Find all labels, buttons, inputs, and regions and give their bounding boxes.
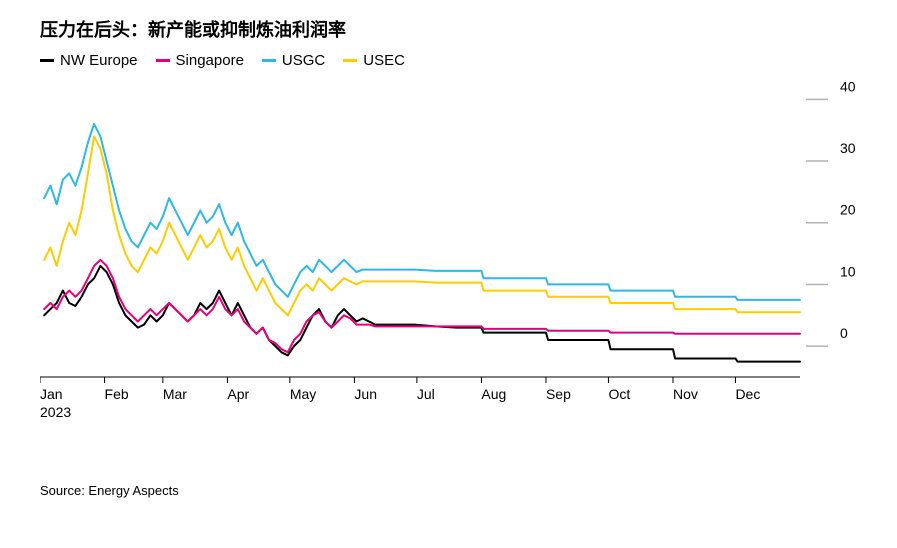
- y-tick-label: 10: [840, 263, 856, 279]
- legend-label: USEC: [363, 52, 405, 69]
- chart-source: Source: Energy Aspects: [40, 483, 869, 498]
- x-tick-label: Dec: [735, 386, 760, 402]
- legend: NW Europe Singapore USGC USEC: [40, 52, 869, 69]
- x-tick-label: Jul: [417, 386, 435, 402]
- x-tick-label: Sep: [546, 386, 571, 402]
- line-chart-svg: 0 10 20 30 40 Jan Feb Mar Apr May Jun Jul Aug Sep Oct N…: [40, 77, 860, 437]
- legend-swatch: [156, 59, 170, 62]
- x-tick-label: Mar: [163, 386, 187, 402]
- x-tick-label: Jan: [40, 386, 63, 402]
- x-tick-label: Oct: [608, 386, 630, 402]
- legend-swatch: [262, 59, 276, 62]
- x-year-label: 2023: [40, 404, 71, 420]
- legend-item: USEC: [343, 52, 405, 69]
- legend-swatch: [343, 59, 357, 62]
- x-tick-label: Feb: [105, 386, 129, 402]
- legend-item: USGC: [262, 52, 325, 69]
- legend-item: NW Europe: [40, 52, 138, 69]
- x-tick-label: Nov: [673, 386, 698, 402]
- chart-area: 0 10 20 30 40 Jan Feb Mar Apr May Jun Jul Aug Sep Oct N…: [40, 77, 860, 437]
- legend-swatch: [40, 59, 54, 62]
- legend-item: Singapore: [156, 52, 244, 69]
- y-tick-label: 40: [840, 78, 856, 94]
- y-tick-label: 30: [840, 140, 856, 156]
- legend-label: USGC: [282, 52, 325, 69]
- y-tick-label: 0: [840, 325, 848, 341]
- x-tick-label: Aug: [481, 386, 506, 402]
- chart-title: 压力在后头：新产能或抑制炼油利润率: [40, 16, 869, 42]
- y-tick-label: 20: [840, 202, 856, 218]
- x-tick-label: Jun: [354, 386, 377, 402]
- x-tick-label: May: [290, 386, 316, 402]
- legend-label: NW Europe: [60, 52, 138, 69]
- series-line: [44, 124, 800, 300]
- legend-label: Singapore: [176, 52, 244, 69]
- x-tick-label: Apr: [227, 386, 249, 402]
- series-line: [44, 260, 800, 353]
- chart-page: 压力在后头：新产能或抑制炼油利润率 NW Europe Singapore USGC…: [0, 0, 897, 548]
